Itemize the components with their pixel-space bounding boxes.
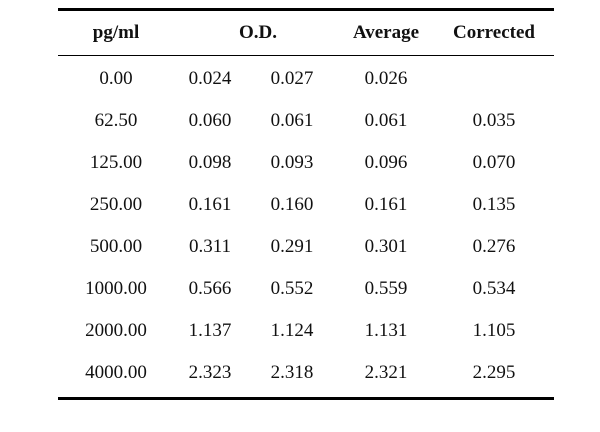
cell-concentration: 0.00: [99, 68, 133, 89]
table-header-row: pg/ml O.D. Average Corrected: [58, 11, 554, 55]
cell-corrected: 0.534: [472, 278, 516, 299]
table-row: 1000.00 0.566 0.552 0.559 0.534: [58, 268, 554, 310]
header-corrected: Corrected: [453, 22, 535, 43]
cell-concentration: 62.50: [94, 110, 138, 131]
table-bottom-rule: [58, 397, 554, 400]
cell-od-2: 0.552: [270, 278, 314, 299]
standard-curve-table: pg/ml O.D. Average Corrected 0.00 0.024 …: [58, 8, 554, 400]
cell-concentration: 2000.00: [85, 320, 147, 341]
cell-od-1: 0.024: [188, 68, 232, 89]
cell-average: 0.559: [364, 278, 408, 299]
table-row: 250.00 0.161 0.160 0.161 0.135: [58, 184, 554, 226]
cell-od-1: 1.137: [188, 320, 232, 341]
cell-od-2: 0.291: [270, 236, 314, 257]
cell-corrected: 0.135: [472, 194, 516, 215]
cell-od-2: 2.318: [270, 362, 314, 383]
cell-od-1: 0.060: [188, 110, 232, 131]
cell-average: 0.061: [364, 110, 408, 131]
cell-average: 0.161: [364, 194, 408, 215]
table-row: 62.50 0.060 0.061 0.061 0.035: [58, 100, 554, 142]
cell-od-1: 0.566: [188, 278, 232, 299]
cell-corrected: 0.035: [472, 110, 516, 131]
cell-corrected: 2.295: [472, 362, 516, 383]
cell-corrected: 1.105: [472, 320, 516, 341]
cell-concentration: 500.00: [89, 236, 143, 257]
header-concentration: pg/ml: [92, 22, 140, 43]
cell-od-1: 0.098: [188, 152, 232, 173]
table-row: 500.00 0.311 0.291 0.301 0.276: [58, 226, 554, 268]
table-body: 0.00 0.024 0.027 0.026 62.50 0.060 0.061…: [58, 56, 554, 397]
cell-average: 0.026: [364, 68, 408, 89]
table-top-rule: [58, 8, 554, 11]
cell-od-1: 2.323: [188, 362, 232, 383]
cell-average: 0.301: [364, 236, 408, 257]
cell-corrected: 0.276: [472, 236, 516, 257]
header-od: O.D.: [239, 22, 277, 43]
cell-concentration: 250.00: [89, 194, 143, 215]
table-row: 0.00 0.024 0.027 0.026: [58, 58, 554, 100]
header-average: Average: [352, 22, 420, 43]
table-row: 125.00 0.098 0.093 0.096 0.070: [58, 142, 554, 184]
cell-od-2: 1.124: [270, 320, 314, 341]
table-row: 2000.00 1.137 1.124 1.131 1.105: [58, 310, 554, 352]
cell-od-2: 0.160: [270, 194, 314, 215]
cell-concentration: 1000.00: [85, 278, 147, 299]
cell-od-1: 0.161: [188, 194, 232, 215]
cell-od-2: 0.027: [270, 68, 314, 89]
table-row: 4000.00 2.323 2.318 2.321 2.295: [58, 352, 554, 394]
cell-od-1: 0.311: [188, 236, 232, 257]
cell-average: 1.131: [364, 320, 408, 341]
table-header-rule: [58, 55, 554, 56]
cell-concentration: 4000.00: [85, 362, 147, 383]
cell-corrected: 0.070: [472, 152, 516, 173]
cell-od-2: 0.061: [270, 110, 314, 131]
cell-concentration: 125.00: [89, 152, 143, 173]
cell-average: 0.096: [364, 152, 408, 173]
cell-od-2: 0.093: [270, 152, 314, 173]
cell-average: 2.321: [364, 362, 408, 383]
